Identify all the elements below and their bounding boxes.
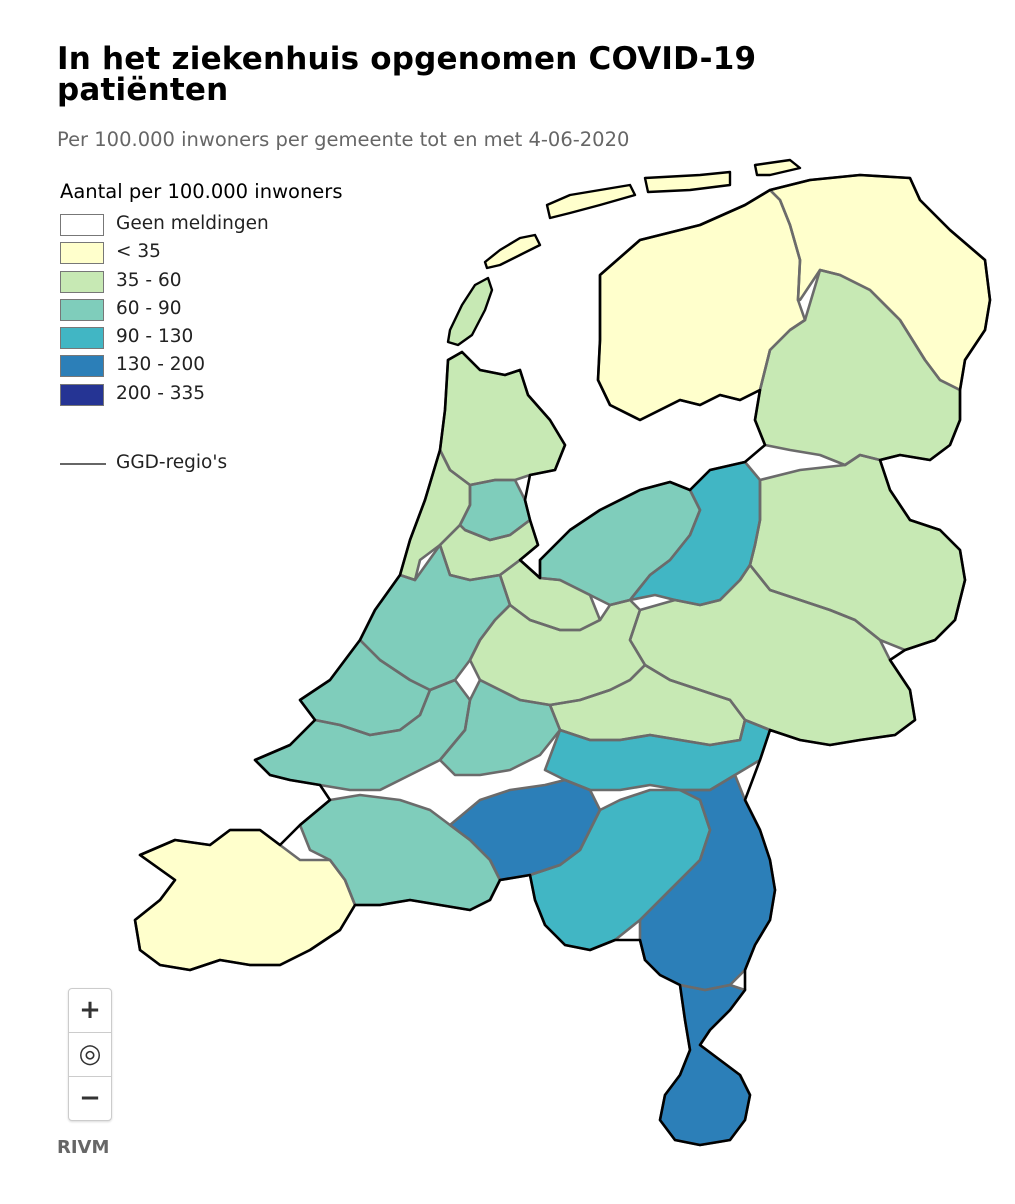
region-zuid-limburg[interactable] xyxy=(659,984,751,1146)
legend-label: 200 - 335 xyxy=(116,382,206,404)
legend-label: 130 - 200 xyxy=(116,354,206,376)
legend-swatch xyxy=(60,242,104,265)
legend-swatch xyxy=(60,270,104,293)
zoom-in-button[interactable]: + xyxy=(69,989,111,1033)
page-subtitle: Per 100.000 inwoners per gemeente tot en… xyxy=(57,128,630,151)
wadden-island[interactable] xyxy=(545,183,637,220)
source-credit: RIVM xyxy=(57,1137,110,1158)
legend-swatch xyxy=(60,383,104,406)
ggd-boundary-swatch xyxy=(60,463,106,465)
legend: Aantal per 100.000 inwoners Geen melding… xyxy=(60,180,420,473)
legend-swatch xyxy=(60,355,104,378)
zoom-control: + ◎ − xyxy=(68,988,112,1121)
region-noord-holland-noord[interactable] xyxy=(439,351,566,486)
legend-item: 90 - 130 xyxy=(60,324,420,352)
legend-swatch xyxy=(60,214,104,236)
ggd-boundary xyxy=(458,478,532,542)
legend-item: < 35 xyxy=(60,239,420,267)
legend-title: Aantal per 100.000 inwoners xyxy=(60,180,343,203)
legend-item: 200 - 335 xyxy=(60,381,420,409)
ggd-boundary-label: GGD-regio's xyxy=(116,452,228,473)
coastline xyxy=(133,173,992,1147)
legend-item: 60 - 90 xyxy=(60,296,420,324)
legend-label: 35 - 60 xyxy=(116,269,182,291)
legend-swatch xyxy=(60,327,104,350)
legend-item: 130 - 200 xyxy=(60,352,420,380)
wadden-island[interactable] xyxy=(483,233,542,270)
legend-swatch xyxy=(60,298,104,321)
wadden-island[interactable] xyxy=(643,170,732,194)
legend-label: 90 - 130 xyxy=(116,326,194,348)
legend-item: 35 - 60 xyxy=(60,268,420,296)
wadden-island[interactable] xyxy=(446,276,494,347)
legend-label: < 35 xyxy=(116,241,161,263)
reset-view-button[interactable]: ◎ xyxy=(69,1033,111,1077)
zoom-out-button[interactable]: − xyxy=(79,1083,101,1113)
wadden-island[interactable] xyxy=(753,158,802,177)
legend-item: Geen meldingen xyxy=(60,211,420,239)
legend-label: Geen meldingen xyxy=(116,213,269,234)
page-title: In het ziekenhuis opgenomen COVID-19 pat… xyxy=(57,41,757,108)
legend-label: 60 - 90 xyxy=(116,297,182,319)
